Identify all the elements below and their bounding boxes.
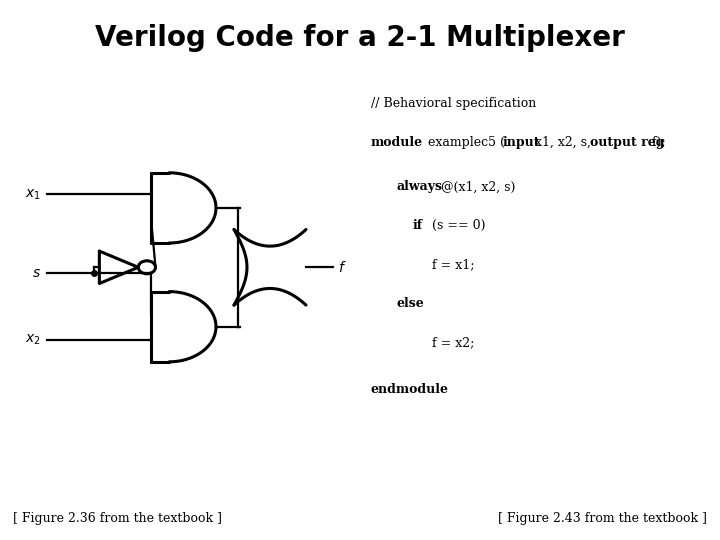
Text: f);: f);: [648, 136, 666, 149]
Text: always: always: [396, 180, 442, 193]
Text: $f$: $f$: [338, 260, 347, 275]
Text: $x_2$: $x_2$: [25, 333, 41, 347]
Text: else: else: [396, 297, 424, 310]
Text: [ Figure 2.43 from the textbook ]: [ Figure 2.43 from the textbook ]: [498, 512, 707, 525]
Text: f = x2;: f = x2;: [432, 336, 474, 349]
Text: Verilog Code for a 2-1 Multiplexer: Verilog Code for a 2-1 Multiplexer: [95, 24, 625, 52]
Text: module: module: [371, 136, 423, 149]
Text: output reg: output reg: [590, 136, 665, 149]
Text: input: input: [503, 136, 540, 149]
Text: (s == 0): (s == 0): [428, 219, 485, 232]
Text: $x_1$: $x_1$: [25, 187, 41, 201]
Text: @(x1, x2, s): @(x1, x2, s): [437, 180, 516, 193]
Text: $s$: $s$: [32, 266, 41, 280]
Text: if: if: [413, 219, 423, 232]
Text: // Behavioral specification: // Behavioral specification: [371, 97, 536, 110]
Text: [ Figure 2.36 from the textbook ]: [ Figure 2.36 from the textbook ]: [13, 512, 222, 525]
Text: x1, x2, s,: x1, x2, s,: [531, 136, 595, 149]
Text: f = x1;: f = x1;: [432, 258, 474, 271]
Text: endmodule: endmodule: [371, 383, 449, 396]
Text: examplec5 (: examplec5 (: [420, 136, 505, 149]
